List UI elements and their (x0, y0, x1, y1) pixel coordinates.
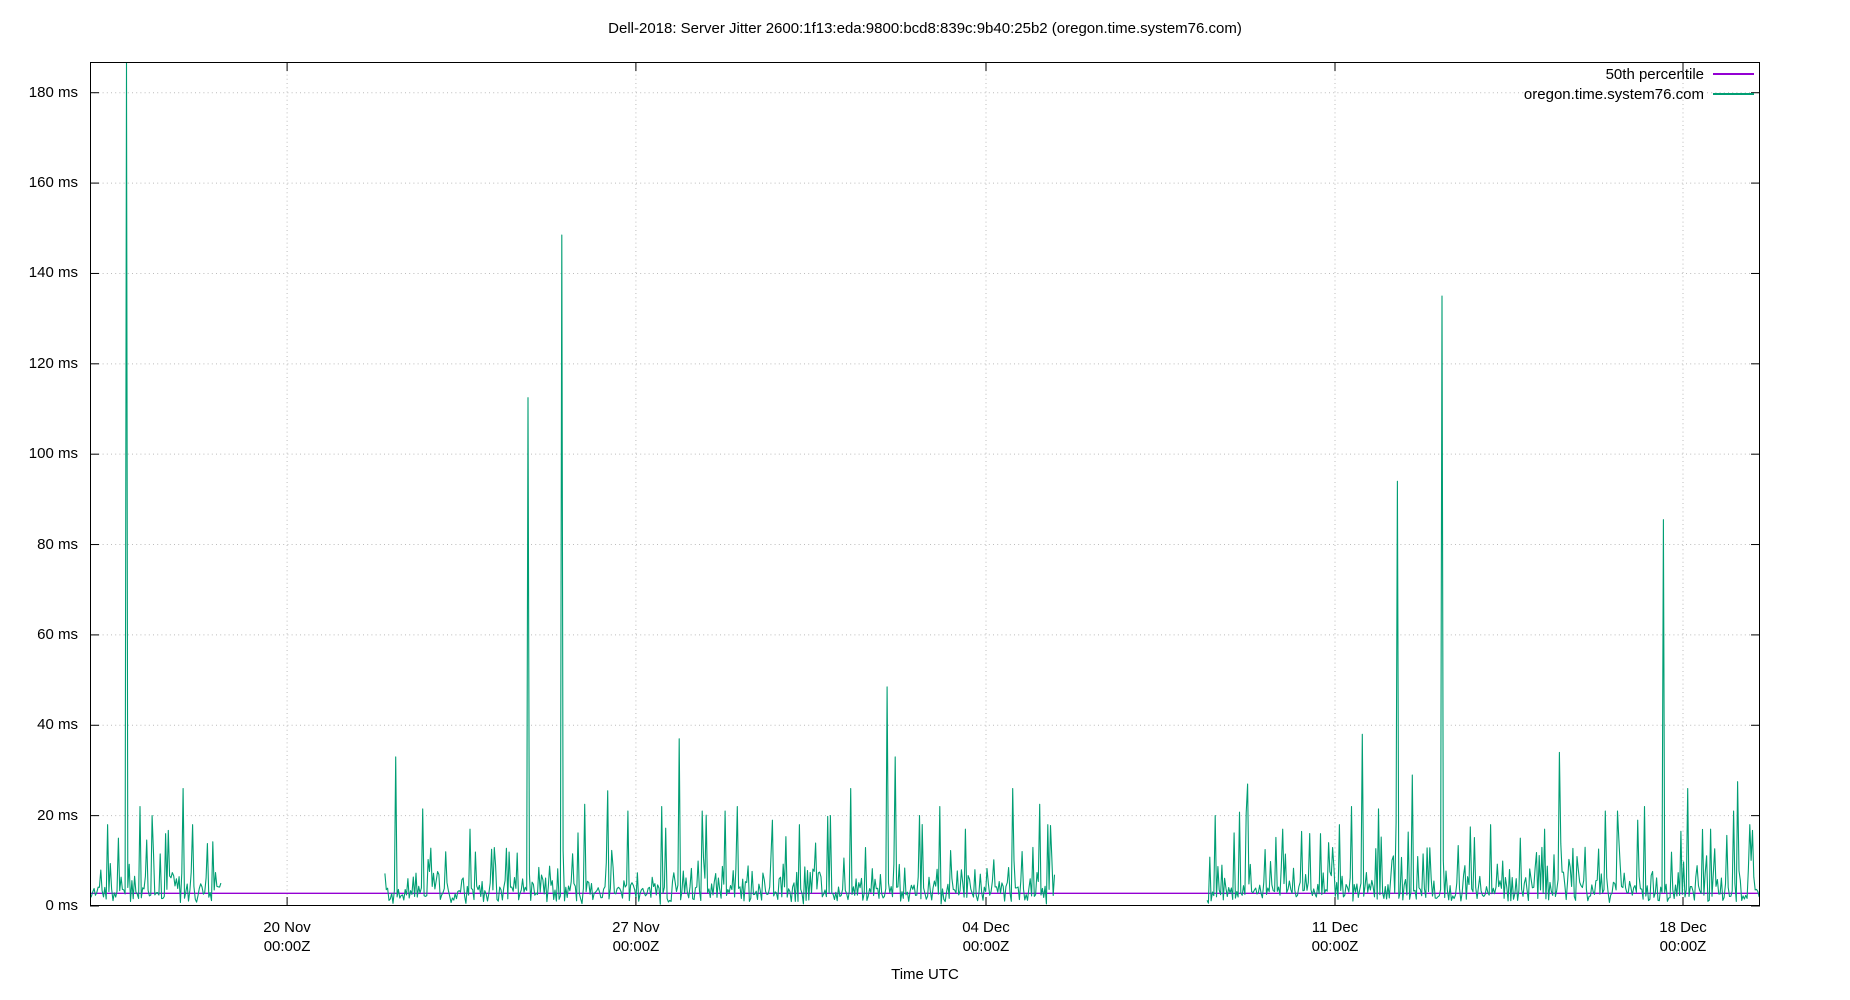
y-axis-tick-label: 180 ms (28, 83, 78, 101)
x-tick-time: 00:00Z (263, 938, 311, 955)
y-axis-tick-label: 20 ms (37, 806, 78, 824)
y-axis-tick-label: 80 ms (37, 535, 78, 553)
chart-title: Dell-2018: Server Jitter 2600:1f13:eda:9… (608, 20, 1242, 37)
x-tick-date: 20 Nov (263, 919, 311, 936)
legend-entry-50th-percentile: 50th percentile (1524, 64, 1754, 84)
x-tick-date: 27 Nov (612, 919, 660, 936)
legend: 50th percentile oregon.time.system76.com (1524, 64, 1754, 104)
legend-label-oregon-server: oregon.time.system76.com (1523, 85, 1704, 103)
legend-label-50th-percentile: 50th percentile (1605, 65, 1704, 83)
y-axis-tick-label: 160 ms (28, 174, 78, 192)
legend-entry-oregon-server: oregon.time.system76.com (1524, 84, 1754, 104)
x-tick-date: 18 Dec (1659, 919, 1707, 936)
x-axis-tick-label: 18 Dec 00:00Z (1613, 918, 1753, 956)
x-tick-time: 00:00Z (962, 938, 1010, 955)
x-tick-time: 00:00Z (1311, 938, 1359, 955)
legend-line-swatch-50th-percentile (1713, 73, 1754, 75)
x-tick-time: 00:00Z (612, 938, 660, 955)
x-tick-date: 11 Dec (1311, 919, 1359, 936)
y-axis-tick-label: 40 ms (37, 716, 78, 734)
x-axis-tick-label: 20 Nov 00:00Z (217, 918, 357, 956)
x-axis-tick-label: 27 Nov 00:00Z (566, 918, 706, 956)
x-axis-tick-label: 04 Dec 00:00Z (916, 918, 1056, 956)
y-axis-tick-label: 0 ms (45, 897, 78, 914)
plot-area (90, 62, 1760, 907)
plot-border (90, 62, 1760, 906)
y-axis-tick-label: 140 ms (28, 264, 78, 282)
legend-line-swatch-oregon-server (1713, 93, 1754, 95)
jitter-data-line (90, 62, 1760, 905)
y-axis-tick-label: 60 ms (37, 625, 78, 643)
y-axis-tick-label: 120 ms (28, 354, 78, 372)
x-axis-title: Time UTC (891, 966, 959, 983)
x-tick-date: 04 Dec (962, 919, 1010, 936)
x-axis-tick-label: 11 Dec 00:00Z (1265, 918, 1405, 956)
x-tick-time: 00:00Z (1659, 938, 1707, 955)
y-axis-tick-label: 100 ms (28, 445, 78, 463)
